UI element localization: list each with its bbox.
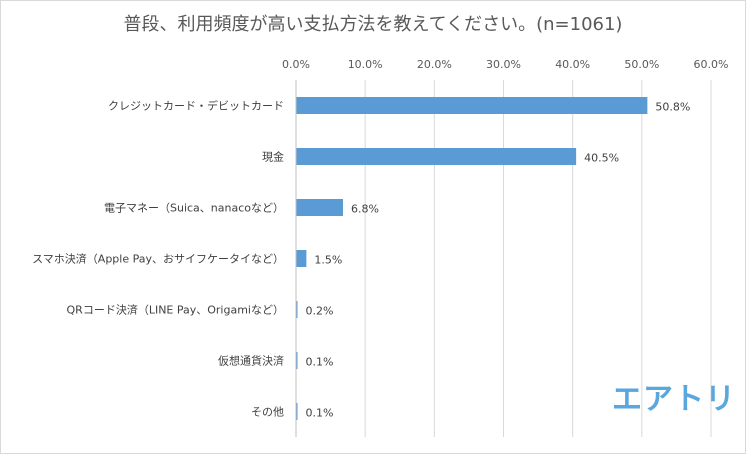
data-label: 0.2% — [306, 305, 334, 318]
category-label: 現金 — [262, 150, 284, 164]
x-tick-label: 20.0% — [417, 58, 452, 71]
bar — [296, 250, 307, 267]
category-label: QRコード決済（LINE Pay、Origamiなど） — [67, 303, 284, 317]
bar — [296, 352, 298, 369]
x-tick-label: 60.0% — [694, 58, 729, 71]
bar — [296, 97, 648, 114]
bar — [296, 199, 344, 216]
category-label: 仮想通貨決済 — [218, 354, 284, 368]
category-label: その他 — [251, 406, 284, 419]
data-label: 0.1% — [306, 407, 334, 420]
x-tick-label: 10.0% — [348, 58, 383, 71]
x-tick-label: 50.0% — [624, 58, 659, 71]
category-label: クレジットカード・デビットカード — [108, 99, 284, 113]
bar — [296, 148, 577, 165]
x-tick-label: 0.0% — [282, 58, 310, 71]
brand-logo: エアトリ — [612, 382, 736, 417]
category-label: 電子マネー（Suica、nanacoなど） — [104, 202, 284, 215]
data-label: 1.5% — [314, 254, 342, 267]
bar — [296, 301, 298, 318]
data-label: 40.5% — [584, 152, 619, 165]
chart-title: 普段、利用頻度が高い支払方法を教えてください。(n=1061) — [123, 14, 623, 35]
x-tick-label: 30.0% — [486, 58, 521, 71]
data-label: 0.1% — [306, 356, 334, 369]
data-label: 6.8% — [351, 203, 379, 216]
category-label: スマホ決済（Apple Pay、おサイフケータイなど） — [32, 252, 284, 266]
x-tick-label: 40.0% — [555, 58, 590, 71]
bar — [296, 403, 298, 420]
data-label: 50.8% — [655, 101, 690, 114]
